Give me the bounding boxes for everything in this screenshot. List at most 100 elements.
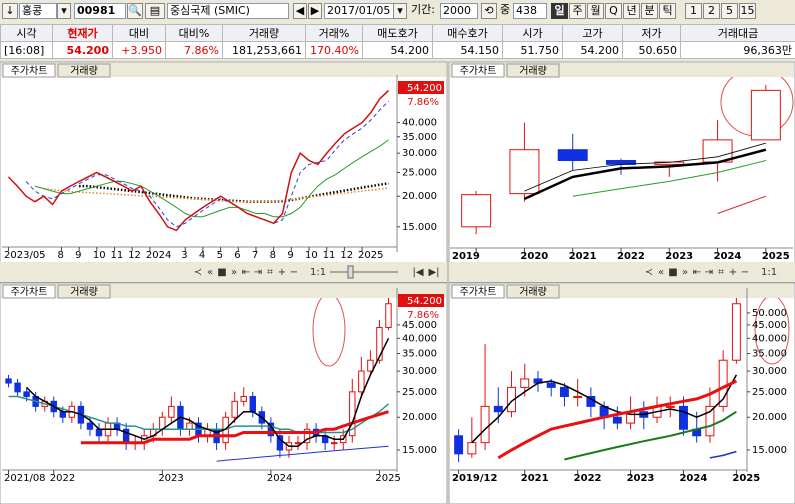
toolbar-icon[interactable]: ⇥ <box>705 267 713 278</box>
quote-value: 7.86% <box>165 41 223 59</box>
tab-label: 주가차트 <box>11 286 48 298</box>
candle-body <box>731 303 741 361</box>
x-tick-label: 2021 <box>521 473 549 484</box>
x-tick-label: 2023 <box>665 251 693 262</box>
market-select[interactable]: 홍콩 <box>19 3 57 19</box>
toolbar-icon[interactable]: ■ <box>217 267 226 278</box>
zoom-input[interactable]: 438 <box>513 3 547 19</box>
period-input[interactable]: 2000 <box>440 3 478 19</box>
toolbar-icon[interactable]: |◀ <box>412 267 423 278</box>
toolbar-icon[interactable]: ⇤ <box>693 267 701 278</box>
dropdown-arrow[interactable]: ▾ <box>57 3 71 19</box>
zoom-button[interactable]: ⟲ <box>481 3 497 19</box>
interval-button[interactable]: 5 <box>721 3 738 19</box>
toolbar-icon[interactable]: + <box>729 267 737 278</box>
date-input[interactable]: 2017/01/05 <box>324 3 394 19</box>
tab[interactable] <box>506 284 560 299</box>
tab[interactable] <box>2 63 56 78</box>
y-tick-label: 35.000 <box>402 349 437 360</box>
series-line <box>709 450 737 459</box>
interval-button[interactable]: 주 <box>569 3 586 19</box>
date-dropdown[interactable]: ▾ <box>393 3 407 19</box>
x-tick-label: 2020 <box>520 251 548 262</box>
quote-header: 대비% <box>165 24 223 42</box>
toolbar-icon[interactable]: ⌗ <box>267 267 273 278</box>
candle-body <box>240 395 247 402</box>
candle-body <box>718 359 728 407</box>
list-button[interactable]: ▤ <box>145 3 165 19</box>
toolbar-icon[interactable]: » <box>231 267 237 278</box>
prev-button[interactable]: ◀ <box>293 3 307 19</box>
interval-button[interactable]: 분 <box>641 3 658 19</box>
toolbar-icon[interactable]: ≺ <box>194 267 202 278</box>
toolbar-icon[interactable]: « <box>658 267 664 278</box>
y-tick-label: 25.000 <box>402 387 437 398</box>
x-tick-label: 4 <box>199 250 205 261</box>
series-line <box>25 100 389 228</box>
y-tick-label: 40.000 <box>402 333 437 344</box>
candle-body <box>454 435 464 455</box>
tab[interactable] <box>451 63 505 78</box>
series-line <box>497 379 738 460</box>
candle-body <box>186 422 193 430</box>
quote-value: 181,253,661 <box>222 41 306 59</box>
x-tick-label: 2019/12 <box>452 473 497 484</box>
interval-button[interactable]: 2 <box>703 3 720 19</box>
tab[interactable] <box>451 284 505 299</box>
candle-body <box>559 386 569 397</box>
tab[interactable] <box>57 63 111 78</box>
toolbar-icon[interactable]: ■ <box>668 267 677 278</box>
quote-table: 시각 현재가 대비 대비% 거래량 거래% 매도호가 매수호가 시가 고가 저가 거래대금 [16:0… <box>0 24 795 59</box>
toolbar-icon[interactable]: ▶| <box>428 267 439 278</box>
x-tick-label: 8 <box>270 250 276 261</box>
tab[interactable] <box>57 284 111 299</box>
quote-value: [16:08] <box>0 41 53 59</box>
price-tag <box>398 81 444 94</box>
interval-button[interactable]: 1 <box>685 3 702 19</box>
candle-body <box>546 382 556 388</box>
toolbar-icon[interactable]: ≺ <box>645 267 653 278</box>
candle-body <box>480 405 490 444</box>
interval-button[interactable]: 년 <box>623 3 640 19</box>
mini-toolbar <box>0 262 447 282</box>
period-label: 기간: <box>411 3 435 16</box>
interval-button[interactable]: Q <box>605 3 622 19</box>
quote-header: 거래대금 <box>680 24 795 42</box>
next-button[interactable]: ▶ <box>308 3 322 19</box>
tab-label: 주가차트 <box>460 286 497 298</box>
x-tick-label: 7 <box>252 250 258 261</box>
quote-value: 170.40% <box>305 41 363 59</box>
toolbar-icon[interactable]: ⇤ <box>242 267 250 278</box>
interval-button[interactable]: 월 <box>587 3 604 19</box>
interval-button[interactable]: 틱 <box>659 3 676 19</box>
candle-body <box>665 405 675 408</box>
panel-frame <box>0 61 448 283</box>
x-tick-label: 2023/05 <box>4 250 46 261</box>
toolbar-icon[interactable]: ⌗ <box>718 267 724 278</box>
candle-body <box>705 405 715 437</box>
candle-body <box>385 303 392 328</box>
toolbar-icon[interactable]: + <box>278 267 286 278</box>
tab[interactable] <box>2 284 56 299</box>
interval-button[interactable]: 15 <box>739 3 756 19</box>
toolbar-icon[interactable]: ⇥ <box>254 267 262 278</box>
tab[interactable] <box>506 63 560 78</box>
slider-thumb[interactable] <box>347 265 354 279</box>
y-tick-label: 20.000 <box>402 412 437 423</box>
search-button[interactable]: 🔍 <box>127 3 143 19</box>
candle-body <box>23 391 30 397</box>
interval-button[interactable]: 일 <box>551 3 568 19</box>
quote-header: 시가 <box>502 24 563 42</box>
menu-button[interactable]: ↓ <box>2 3 18 19</box>
toolbar-icon[interactable]: − <box>290 267 298 278</box>
quote-header: 고가 <box>562 24 623 42</box>
x-tick-label: 10 <box>305 250 318 261</box>
x-tick-label: 2023 <box>158 473 183 484</box>
toolbar-icon[interactable]: − <box>741 267 749 278</box>
code-input[interactable]: 00981 <box>74 3 126 19</box>
toolbar-icon[interactable]: « <box>207 267 213 278</box>
toolbar-icon[interactable]: » <box>682 267 688 278</box>
x-tick-label: 2024 <box>146 250 171 261</box>
x-tick-label: 6 <box>234 250 240 261</box>
